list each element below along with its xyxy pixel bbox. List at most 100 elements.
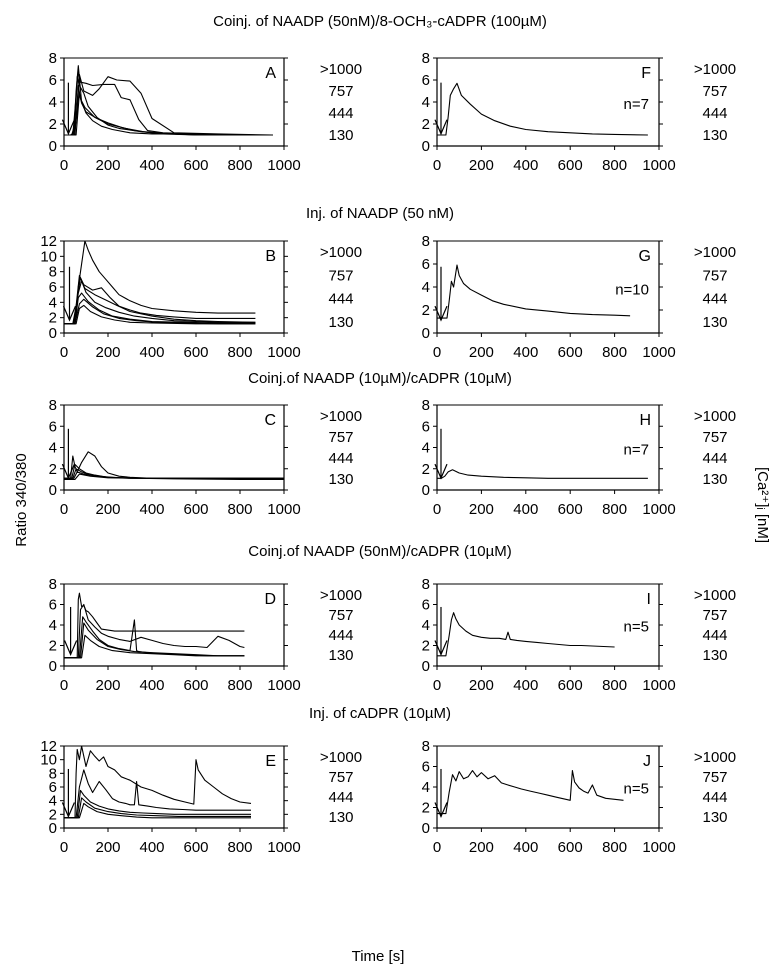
x-tick-label: 0 bbox=[60, 839, 68, 856]
ca-scale-label: >1000 bbox=[320, 749, 362, 766]
series-line bbox=[64, 73, 274, 136]
series-line bbox=[64, 797, 251, 819]
y-tick-label: 0 bbox=[49, 658, 57, 675]
y-tick-label: 6 bbox=[49, 279, 57, 296]
x-tick-label: 200 bbox=[95, 677, 120, 694]
x-tick-label: 800 bbox=[602, 501, 627, 518]
row-title: Coinj.of NAADP (50nM)/cADPR (10µM) bbox=[248, 543, 511, 560]
y-tick-label: 8 bbox=[422, 50, 430, 67]
series-line bbox=[64, 592, 245, 659]
ca-scale-label: 130 bbox=[328, 647, 353, 664]
x-tick-label: 600 bbox=[558, 677, 583, 694]
y-tick-label: 6 bbox=[422, 72, 430, 89]
ca-scale-label: 444 bbox=[328, 105, 353, 122]
ca-scale-label: >1000 bbox=[320, 244, 362, 261]
y-tick-label: 6 bbox=[49, 779, 57, 796]
ca-scale-label: 444 bbox=[702, 450, 727, 467]
ca-scale-label: 130 bbox=[702, 314, 727, 331]
y-tick-label: 8 bbox=[422, 576, 430, 593]
ca-scale-label: 757 bbox=[702, 429, 727, 446]
y-tick-label: 12 bbox=[40, 233, 57, 250]
ca-scale-label: 444 bbox=[328, 450, 353, 467]
series-line bbox=[64, 473, 284, 480]
panel-label: F bbox=[641, 65, 651, 82]
panel-G: 0 2 4 6 8 0 200 400 600 800 1000 >1000 757 444 130 Gn=1… bbox=[422, 233, 736, 361]
x-tick-label: 200 bbox=[469, 344, 494, 361]
ca-scale-label: 757 bbox=[328, 769, 353, 786]
series-line bbox=[64, 304, 256, 325]
y-tick-label: 8 bbox=[49, 264, 57, 281]
ca-scale-label: >1000 bbox=[694, 587, 736, 604]
x-tick-label: 200 bbox=[95, 344, 120, 361]
x-tick-label: 600 bbox=[183, 501, 208, 518]
series-line bbox=[64, 789, 251, 819]
x-tick-label: 1000 bbox=[642, 157, 675, 174]
y-tick-label: 4 bbox=[49, 617, 57, 634]
x-tick-label: 400 bbox=[139, 344, 164, 361]
y-tick-label: 6 bbox=[422, 256, 430, 273]
ca-scale-label: >1000 bbox=[320, 587, 362, 604]
ca-scale-label: 757 bbox=[328, 83, 353, 100]
x-tick-label: 0 bbox=[433, 501, 441, 518]
ca-scale-label: 757 bbox=[328, 429, 353, 446]
series-line bbox=[64, 471, 284, 479]
injection-arrow-head bbox=[62, 305, 77, 322]
ca-scale-label: >1000 bbox=[694, 749, 736, 766]
series-line bbox=[437, 264, 631, 319]
x-tick-label: 400 bbox=[139, 839, 164, 856]
y-tick-label: 0 bbox=[49, 482, 57, 499]
x-tick-label: 400 bbox=[139, 157, 164, 174]
ca-scale-label: 130 bbox=[702, 647, 727, 664]
y-tick-label: 4 bbox=[422, 94, 430, 111]
y-tick-label: 8 bbox=[422, 233, 430, 250]
x-tick-label: 400 bbox=[513, 677, 538, 694]
series-line bbox=[437, 770, 624, 815]
y-tick-label: 4 bbox=[422, 617, 430, 634]
y-tick-label: 6 bbox=[49, 418, 57, 435]
n-label: n=5 bbox=[624, 619, 649, 636]
ca-scale-label: 757 bbox=[702, 607, 727, 624]
injection-arrow-head bbox=[434, 802, 448, 819]
y-tick-label: 6 bbox=[422, 759, 430, 776]
y-tick-label: 2 bbox=[49, 310, 57, 327]
x-tick-label: 1000 bbox=[642, 839, 675, 856]
ca-scale-label: 444 bbox=[702, 627, 727, 644]
ca-scale-label: >1000 bbox=[694, 61, 736, 78]
ca-scale-label: 130 bbox=[328, 809, 353, 826]
y-tick-label: 6 bbox=[422, 418, 430, 435]
ca-scale-label: 757 bbox=[702, 267, 727, 284]
panel-label: H bbox=[639, 412, 651, 429]
y-tick-label: 0 bbox=[422, 482, 430, 499]
series-line bbox=[64, 92, 273, 136]
panel-H: 0 2 4 6 8 0 200 400 600 800 1000 >1000 757 444 130 Hn=7 bbox=[422, 397, 736, 518]
y-tick-label: 4 bbox=[422, 779, 430, 796]
series-line bbox=[64, 277, 256, 325]
x-tick-label: 800 bbox=[227, 344, 252, 361]
x-tick-label: 0 bbox=[60, 677, 68, 694]
y-tick-label: 0 bbox=[49, 325, 57, 342]
series-line bbox=[64, 240, 256, 325]
x-tick-label: 800 bbox=[602, 157, 627, 174]
series-line bbox=[437, 612, 615, 657]
ca-scale-label: 757 bbox=[702, 83, 727, 100]
ca-scale-label: 130 bbox=[702, 471, 727, 488]
x-tick-label: 200 bbox=[95, 157, 120, 174]
x-tick-label: 200 bbox=[95, 839, 120, 856]
y-tick-label: 6 bbox=[49, 72, 57, 89]
series-line bbox=[64, 280, 256, 325]
y-tick-label: 4 bbox=[49, 440, 57, 457]
series-line bbox=[64, 298, 256, 325]
panel-A: Coinj. of NAADP (50nM)/8-OCH₃-cADPR (100… bbox=[49, 13, 547, 174]
y-axis-label: Ratio 340/380 bbox=[13, 453, 30, 546]
x-tick-label: 0 bbox=[60, 344, 68, 361]
series-line bbox=[64, 451, 284, 479]
panel-label: G bbox=[639, 248, 651, 265]
ca-scale-label: >1000 bbox=[694, 408, 736, 425]
x-tick-label: 0 bbox=[60, 157, 68, 174]
ca-scale-label: 444 bbox=[328, 291, 353, 308]
x-tick-label: 400 bbox=[139, 677, 164, 694]
ca-scale-label: 130 bbox=[702, 127, 727, 144]
row-title: Inj. of cADPR (10µM) bbox=[309, 705, 451, 722]
